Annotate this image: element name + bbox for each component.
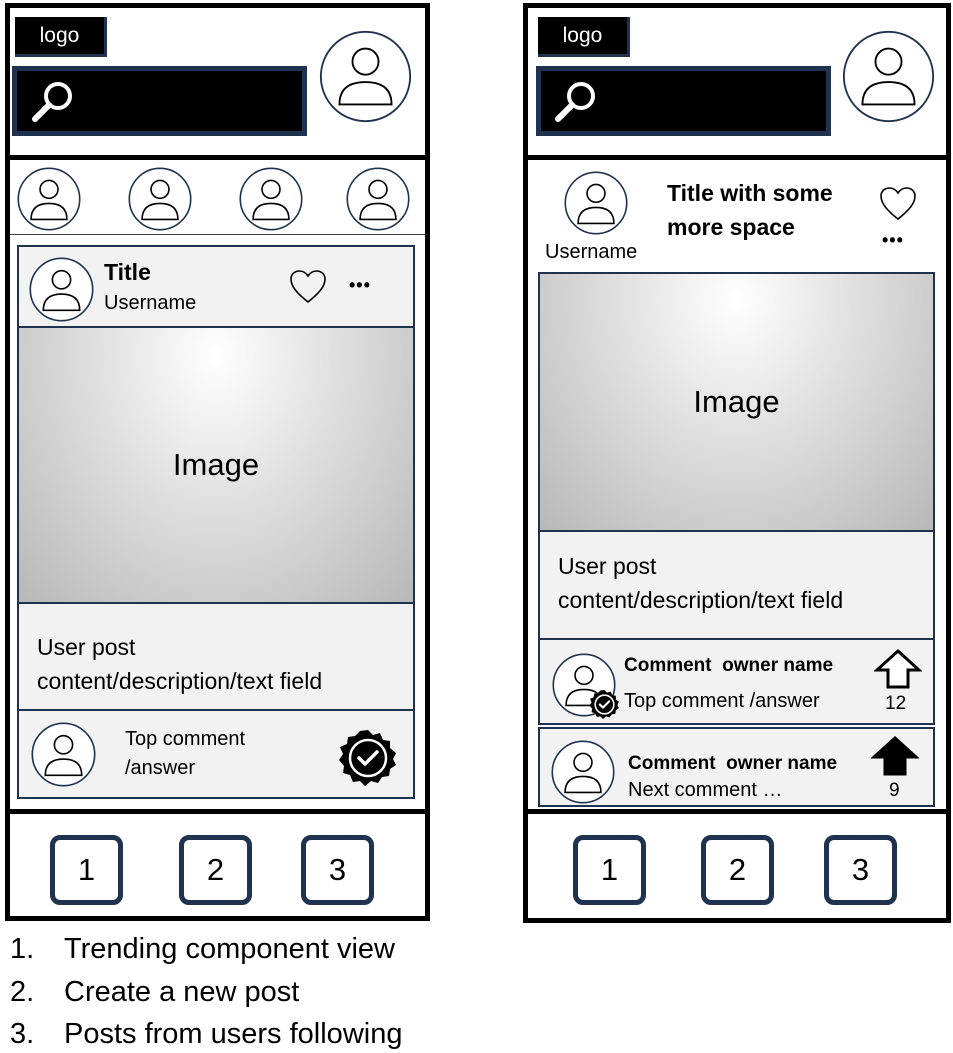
left-stories-divider [10, 234, 425, 235]
right-search-icon [555, 82, 595, 122]
left-story-avatar-1[interactable] [17, 167, 81, 231]
left-post-username: Username [104, 292, 197, 314]
left-top-comment-avatar[interactable] [31, 722, 96, 787]
right-comment-1-upvote-outline-icon[interactable] [874, 648, 922, 690]
right-more-options-icon[interactable]: ••• [882, 230, 904, 250]
left-post-content-line1: User post [37, 634, 136, 660]
left-post-content-line2: content/description/text field [37, 668, 323, 694]
right-post-username: Username [545, 241, 638, 263]
left-story-avatar-2[interactable] [128, 167, 192, 231]
right-comment-1-votes: 12 [885, 693, 907, 714]
left-search-input[interactable] [12, 66, 307, 136]
right-post-image-divider [538, 530, 935, 532]
right-comment-2-avatar[interactable] [551, 740, 615, 804]
legend-item-2-text: Create a new post [64, 976, 300, 1008]
right-post-author-avatar[interactable] [564, 171, 628, 235]
right-comment-2-votes: 9 [889, 780, 900, 801]
right-post-image[interactable]: Image [540, 274, 933, 530]
left-top-comment-line2: /answer [125, 757, 196, 779]
left-search-icon [32, 82, 72, 122]
left-post-header-divider [17, 326, 415, 328]
right-post-title-line2: more space [667, 214, 795, 240]
left-top-comment-line1: Top comment [125, 728, 246, 750]
right-header-divider [523, 155, 951, 160]
right-comment-2-upvote-filled-icon[interactable] [871, 735, 919, 777]
right-post-title-line1: Title with some [667, 180, 833, 206]
right-post-content-line1: User post [558, 553, 657, 579]
left-post-title: Title [104, 259, 151, 285]
left-story-avatar-3[interactable] [239, 167, 303, 231]
left-nav-button-2[interactable]: 2 [179, 835, 252, 905]
right-nav-divider [523, 809, 951, 814]
legend-item-3-number: 3. [10, 1018, 35, 1050]
left-post-image[interactable]: Image [19, 328, 413, 602]
legend-item-2-number: 2. [10, 976, 35, 1008]
left-verified-badge-icon [339, 730, 396, 786]
right-nav-button-1[interactable]: 1 [573, 835, 646, 905]
right-profile-avatar[interactable] [842, 30, 935, 123]
right-heart-icon[interactable] [878, 185, 918, 223]
right-comment-2-owner: Comment owner name [628, 753, 838, 774]
left-nav-divider [5, 809, 430, 814]
legend-item-1-number: 1. [10, 933, 35, 965]
right-comment-1-owner: Comment owner name [624, 655, 834, 676]
left-post-image-divider [17, 602, 415, 604]
left-more-options-icon[interactable]: ••• [349, 275, 371, 295]
right-logo[interactable]: logo [538, 17, 630, 57]
right-search-input[interactable] [536, 66, 831, 136]
left-nav-button-1[interactable]: 1 [50, 835, 123, 905]
right-nav-button-3[interactable]: 3 [824, 835, 897, 905]
legend-item-1-text: Trending component view [64, 933, 395, 965]
right-post-content-line2: content/description/text field [558, 587, 844, 613]
legend-item-3-text: Posts from users following [64, 1018, 403, 1050]
left-heart-icon[interactable] [288, 268, 328, 306]
left-header-divider [5, 155, 430, 160]
right-comment-1-text: Top comment /answer [624, 690, 820, 712]
right-comment-1-verified-icon [589, 690, 619, 719]
right-comment-2-text: Next comment … [628, 779, 783, 801]
left-post-author-avatar[interactable] [29, 257, 94, 322]
left-logo[interactable]: logo [15, 17, 107, 57]
left-story-avatar-4[interactable] [346, 167, 410, 231]
left-nav-button-3[interactable]: 3 [301, 835, 374, 905]
left-post-content-divider [17, 709, 415, 711]
left-profile-avatar[interactable] [319, 30, 412, 123]
right-nav-button-2[interactable]: 2 [701, 835, 774, 905]
